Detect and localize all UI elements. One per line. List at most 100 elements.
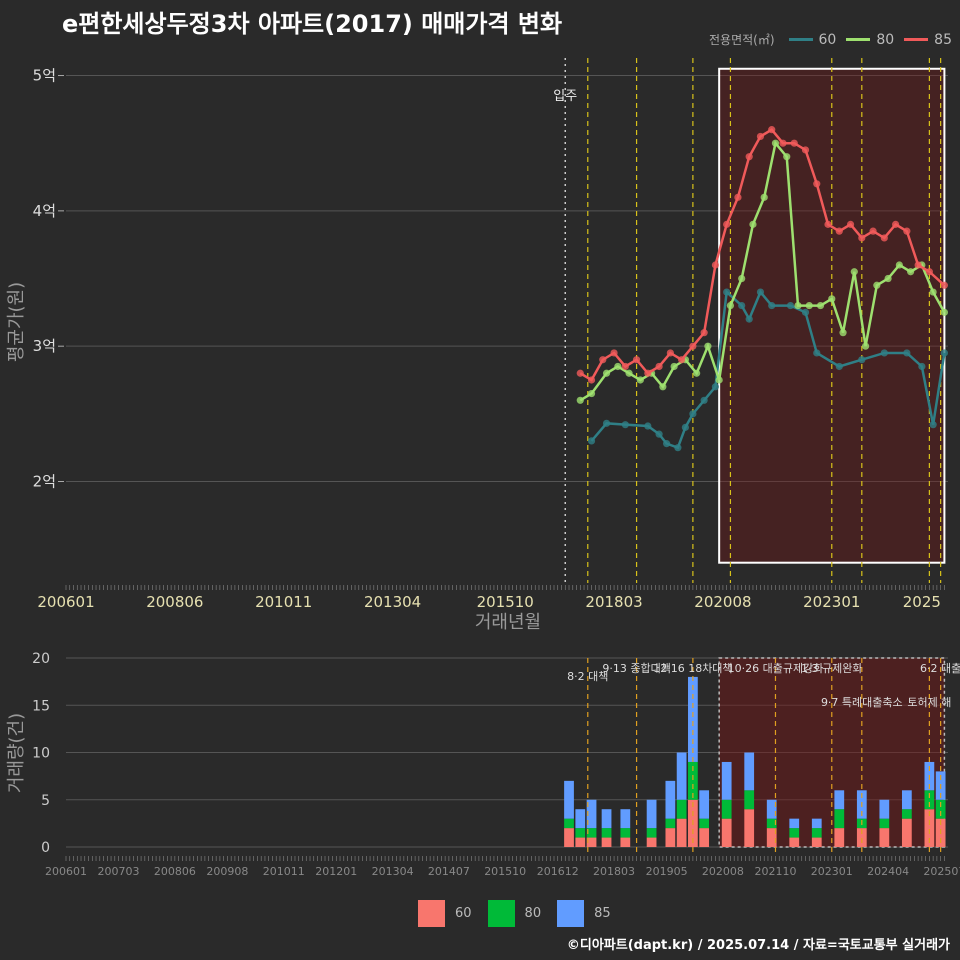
price-point-85 (835, 227, 843, 235)
volume-y-tick-label: 15 (32, 698, 50, 714)
price-point-80 (749, 220, 757, 228)
volume-bar-80 (601, 828, 612, 838)
volume-y-tick-label: 0 (41, 840, 50, 856)
volume-bar-80 (688, 761, 698, 800)
volume-policy-label: 12·16 18차대책 (653, 662, 732, 675)
volume-bar-80 (721, 799, 732, 819)
volume-bar-60 (834, 828, 845, 847)
price-point-60 (929, 421, 937, 429)
volume-policy-label: 9·7 특례대출축소 (821, 696, 903, 709)
price-point-85 (940, 281, 948, 289)
price-point-80 (828, 295, 836, 303)
volume-policy-label: 9·13 종합대책 (602, 662, 670, 675)
chart-title: e편한세상두정3차 아파트(2017) 매매가격 변화 (62, 10, 563, 38)
price-x-tick-label: 201510 (477, 593, 534, 611)
price-point-60 (621, 421, 629, 429)
volume-bar-80 (834, 809, 845, 829)
price-point-85 (869, 227, 877, 235)
volume-x-tick-label: 202301 (811, 865, 853, 878)
price-point-60 (681, 423, 689, 431)
volume-bar-80 (646, 828, 657, 838)
volume-legend: 60 80 85 (418, 900, 617, 927)
volume-swatch-85 (557, 900, 585, 927)
price-point-60 (644, 422, 652, 430)
price-point-85 (891, 220, 900, 228)
price-point-60 (835, 362, 843, 371)
price-point-60 (918, 362, 926, 371)
price-point-85 (700, 329, 708, 337)
volume-bar-60 (601, 837, 612, 847)
volume-bar-85 (688, 676, 698, 762)
volume-bar-80 (665, 818, 676, 829)
price-y-tick-label: 5억 (33, 67, 56, 85)
price-point-80 (726, 301, 735, 310)
volume-x-tick-label: 202110 (754, 865, 796, 878)
price-x-tick-label: 2025 (903, 593, 941, 611)
volume-bar-85 (901, 790, 912, 810)
price-point-60 (587, 437, 596, 445)
price-x-tick-label: 200806 (146, 593, 203, 611)
volume-bar-80 (699, 818, 710, 829)
price-point-80 (884, 274, 892, 283)
price-point-60 (711, 383, 720, 391)
volume-policy-label: 1·3 규제완화 (801, 662, 862, 675)
volume-x-tick-label: 201510 (484, 865, 526, 878)
price-point-85 (903, 227, 911, 235)
area-legend: 전용면적(㎡) 60 80 85 (709, 31, 952, 48)
volume-legend-item-80: 80 (487, 900, 541, 927)
legend-swatch-85 (904, 38, 929, 41)
volume-y-axis-title: 거래량(건) (6, 713, 27, 793)
price-point-60 (655, 430, 663, 438)
price-x-axis-title: 거래년월 (475, 612, 541, 633)
volume-bar-60 (676, 818, 687, 847)
price-point-85 (790, 139, 798, 147)
volume-bar-60 (646, 837, 657, 847)
price-point-80 (873, 281, 881, 289)
price-point-85 (734, 193, 742, 201)
price-point-60 (940, 349, 948, 357)
price-point-85 (813, 180, 821, 188)
volume-y-tick-label: 20 (32, 651, 50, 667)
price-point-85 (666, 349, 674, 357)
price-point-60 (903, 349, 911, 357)
volume-bar-60 (901, 818, 912, 847)
legend-label-80: 80 (876, 31, 895, 48)
price-x-tick-label: 201304 (364, 593, 421, 611)
price-point-85 (576, 369, 584, 377)
price-point-85 (610, 349, 618, 357)
price-point-85 (824, 220, 832, 228)
volume-bar-60 (699, 828, 710, 847)
price-point-85 (846, 220, 855, 228)
volume-x-tick-label: 200806 (154, 865, 196, 878)
volume-bar-85 (564, 780, 574, 819)
price-point-60 (663, 440, 671, 448)
price-y-axis-title: 평균가(원) (6, 282, 27, 362)
legend-title: 전용면적(㎡) (708, 33, 775, 47)
volume-x-tick-label: 202404 (867, 865, 909, 878)
volume-bar-60 (766, 828, 777, 847)
price-point-80 (940, 308, 948, 316)
volume-y-tick-label: 5 (41, 793, 50, 809)
volume-legend-label-60: 60 (455, 906, 472, 921)
price-point-80 (614, 362, 622, 371)
volume-bar-80 (901, 809, 912, 819)
volume-x-tick-label: 201011 (263, 865, 305, 878)
price-point-60 (756, 288, 765, 296)
volume-bar-80 (564, 818, 574, 829)
price-point-60 (723, 288, 731, 296)
volume-bar-80 (586, 828, 597, 838)
volume-bar-85 (766, 799, 777, 819)
volume-bar-85 (676, 752, 687, 800)
legend-swatch-80 (846, 38, 871, 41)
price-point-80 (783, 153, 791, 161)
volume-bar-85 (879, 799, 890, 819)
price-point-60 (602, 419, 611, 427)
price-point-85 (914, 261, 922, 269)
legend-item-80: 80 (846, 32, 894, 48)
price-point-85 (768, 126, 776, 134)
price-point-60 (880, 349, 888, 357)
volume-bar-85 (665, 780, 676, 819)
price-point-80 (794, 301, 802, 310)
